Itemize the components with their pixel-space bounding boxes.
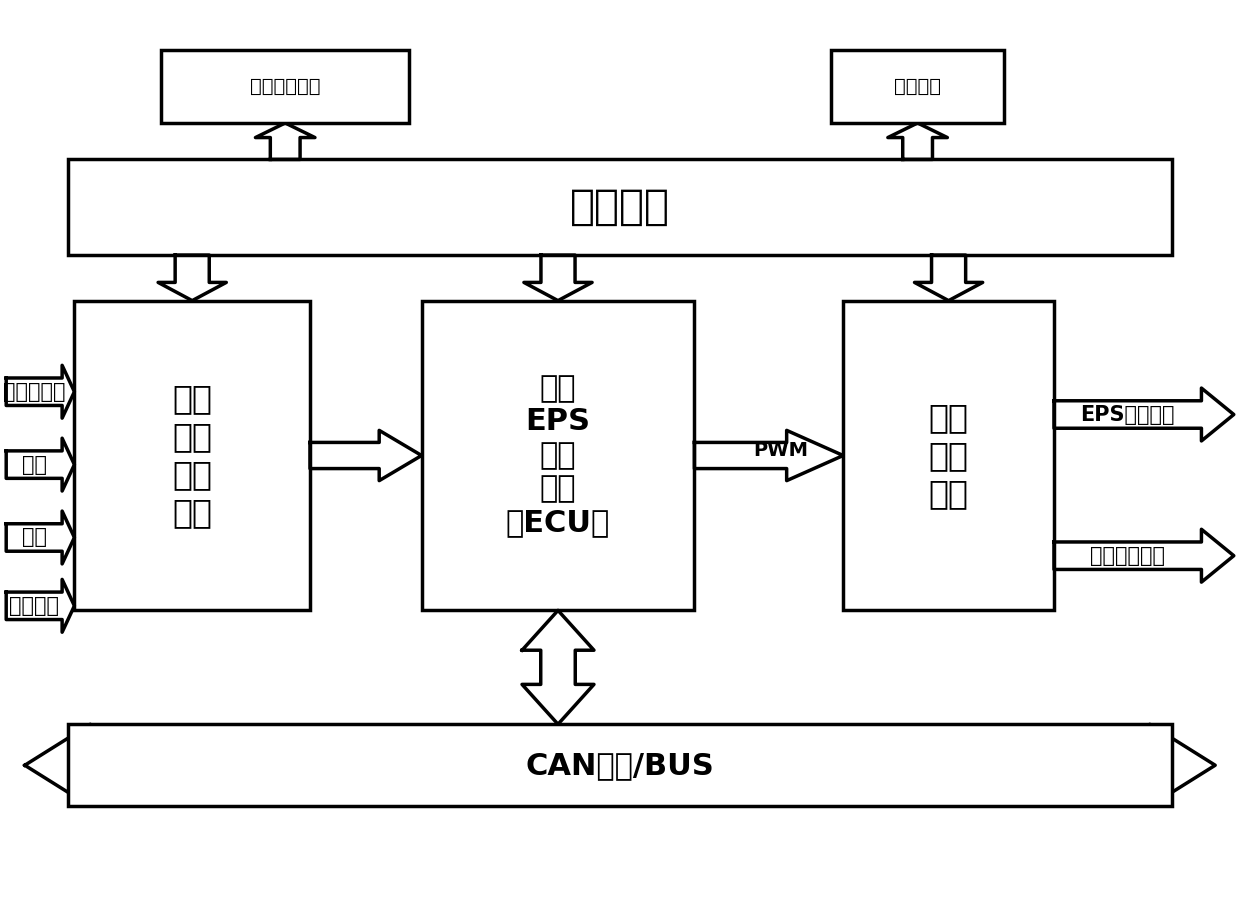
Bar bbox=[843, 301, 1054, 610]
Text: 信号
输入
处理
模块: 信号 输入 处理 模块 bbox=[172, 382, 212, 529]
Text: PWM: PWM bbox=[754, 442, 808, 460]
Polygon shape bbox=[1054, 388, 1234, 441]
Bar bbox=[68, 724, 1172, 806]
Text: CAN模块/BUS: CAN模块/BUS bbox=[526, 751, 714, 780]
Text: 功率
驱动
模块: 功率 驱动 模块 bbox=[929, 401, 968, 510]
Bar bbox=[831, 50, 1004, 123]
Polygon shape bbox=[522, 610, 594, 724]
Polygon shape bbox=[888, 123, 947, 159]
Polygon shape bbox=[6, 511, 74, 564]
Polygon shape bbox=[6, 365, 74, 418]
Polygon shape bbox=[255, 123, 315, 159]
Bar bbox=[422, 301, 694, 610]
Text: 报警模块: 报警模块 bbox=[894, 77, 941, 96]
Text: 上电模块: 上电模块 bbox=[570, 186, 670, 229]
Polygon shape bbox=[523, 255, 593, 301]
Text: 车速: 车速 bbox=[21, 527, 47, 548]
Bar bbox=[161, 50, 409, 123]
Text: 转矩: 转矩 bbox=[21, 455, 47, 475]
Text: 后轮转角: 后轮转角 bbox=[9, 596, 60, 616]
Text: EPS助力电机: EPS助力电机 bbox=[1080, 404, 1176, 425]
Text: 故障自检模块: 故障自检模块 bbox=[250, 77, 320, 96]
Text: 转向盘转角: 转向盘转角 bbox=[2, 382, 66, 402]
Bar bbox=[74, 301, 310, 610]
Polygon shape bbox=[159, 255, 226, 301]
Polygon shape bbox=[6, 438, 74, 491]
Polygon shape bbox=[310, 430, 422, 481]
Text: 后轮转角电机: 后轮转角电机 bbox=[1090, 546, 1166, 566]
Polygon shape bbox=[915, 255, 982, 301]
Polygon shape bbox=[1054, 529, 1234, 582]
Polygon shape bbox=[694, 430, 843, 481]
Text: 复合
EPS
控制
模块
（ECU）: 复合 EPS 控制 模块 （ECU） bbox=[506, 374, 610, 537]
Bar bbox=[68, 159, 1172, 255]
Polygon shape bbox=[6, 579, 74, 632]
Polygon shape bbox=[25, 724, 1215, 806]
